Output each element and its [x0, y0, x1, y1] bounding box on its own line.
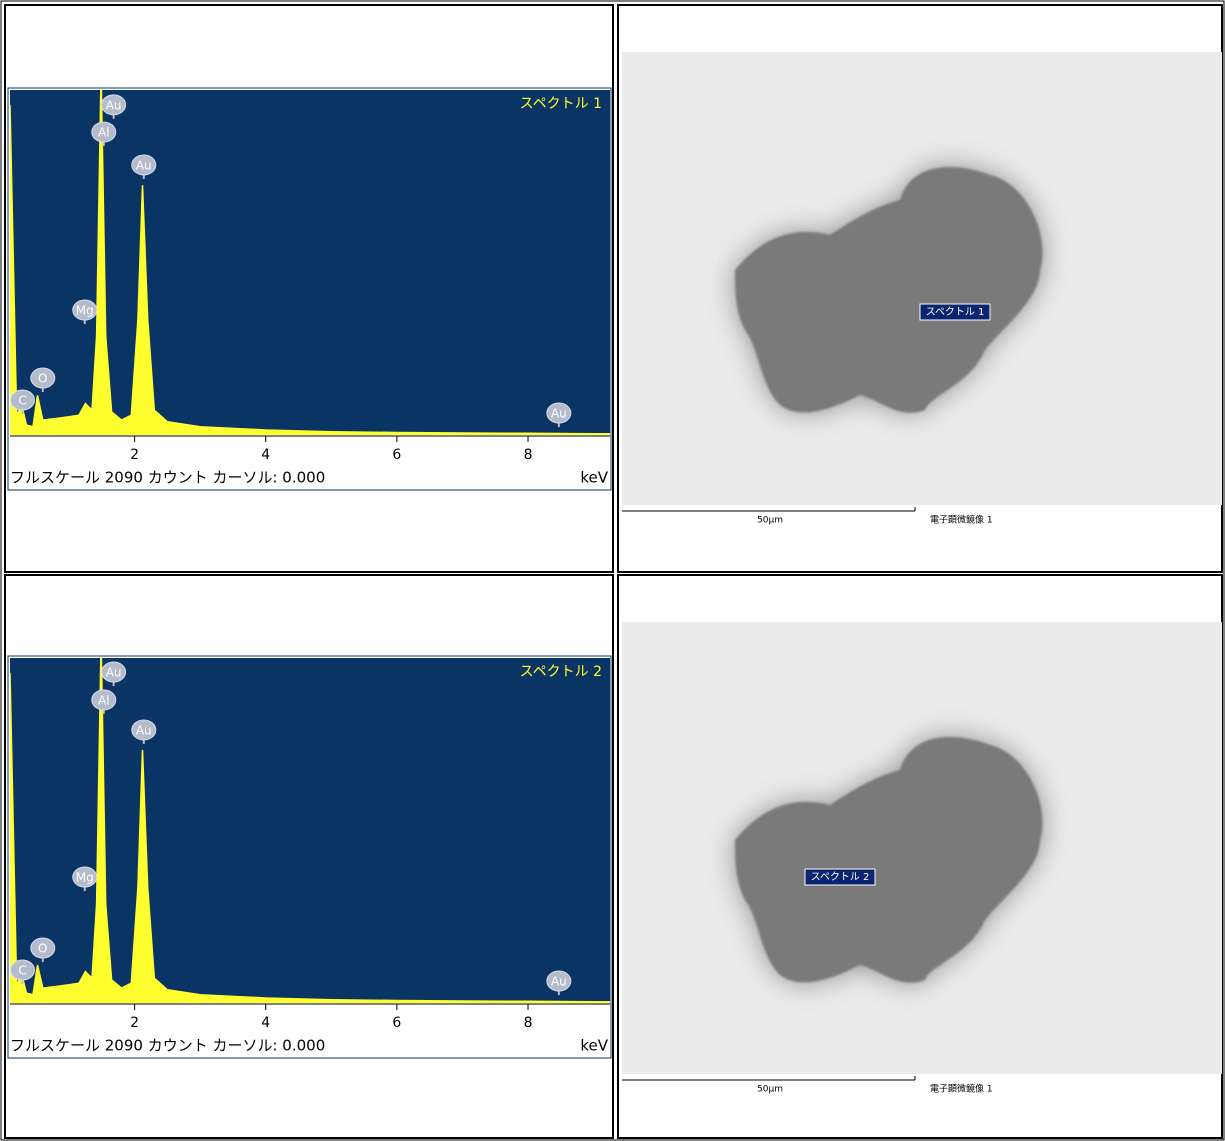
peak-label: Au [546, 970, 572, 996]
x-tick-label: 6 [392, 447, 401, 463]
plot-area [10, 658, 610, 1003]
peak-text: C [18, 394, 26, 408]
sem-image [622, 52, 1222, 512]
peak-bubble [131, 154, 157, 176]
plot [10, 658, 610, 1003]
sem-image [622, 622, 1222, 1081]
peak-label: O [30, 367, 56, 393]
x-tick-label: 4 [261, 1015, 270, 1031]
chart-title: スペクトル 2 [520, 664, 602, 680]
x-tick-label: 2 [130, 447, 139, 463]
peak-bubble [30, 367, 56, 389]
peak-text: Al [98, 693, 110, 707]
peak-label: O [30, 937, 56, 963]
x-tick-label: 8 [524, 447, 533, 463]
peak-label: Al [91, 121, 117, 147]
image-caption: 電子顕微鏡像 1 [930, 514, 993, 526]
peak-bubble [72, 866, 98, 888]
peak-text: Au [106, 98, 122, 112]
x-tick-label: 8 [524, 1015, 533, 1031]
peak-bubble [131, 719, 157, 741]
peak-label: Al [91, 689, 117, 714]
peak-text: Au [551, 975, 567, 989]
peak-text: Au [551, 407, 567, 421]
scale-label: 50μm [757, 1085, 783, 1095]
peak-text: Mg [76, 304, 94, 318]
peak-bubble [101, 94, 127, 116]
peak-label: Au [101, 661, 127, 687]
peak-text: Al [98, 126, 110, 140]
x-tick-label: 2 [130, 1015, 139, 1031]
peak-label: Mg [72, 299, 98, 325]
footer: フルスケール 2090 カウント カーソル: 0.000 [10, 1037, 325, 1055]
x-axis-label: keV [580, 1037, 608, 1055]
peak-label: C [9, 959, 35, 984]
spectrum-label: スペクトル 1 [926, 306, 985, 318]
peak-text: O [38, 372, 47, 386]
x-tick-label: 4 [261, 447, 270, 463]
peak-label: Au [131, 719, 157, 744]
x-tick-label: 6 [392, 1015, 401, 1031]
spectrum [10, 658, 610, 1003]
peak-bubble [546, 970, 572, 992]
peak-bubble [72, 299, 98, 321]
peak-bubble [101, 661, 127, 683]
peak-label: C [9, 389, 35, 415]
peak-bubble [30, 937, 56, 959]
spectrum [10, 90, 610, 435]
peak-text: Au [106, 666, 122, 680]
peak-label: Mg [72, 866, 98, 892]
spectrum-label: スペクトル 2 [811, 871, 870, 883]
image-caption: 電子顕微鏡像 1 [930, 1083, 993, 1095]
footer: フルスケール 2090 カウント カーソル: 0.000 [10, 469, 325, 487]
peak-text: C [18, 963, 26, 977]
scale-label: 50μm [757, 516, 783, 526]
peak-bubble [9, 959, 35, 981]
peak-bubble [9, 389, 35, 411]
peak-text: O [38, 942, 47, 956]
peak-text: Mg [76, 871, 94, 885]
peak-text: Au [136, 723, 152, 737]
plot-area [10, 90, 610, 435]
peak-bubble [91, 689, 117, 711]
peak-bubble [546, 402, 572, 424]
peak-label: Au [101, 94, 127, 119]
peak-label: Au [546, 402, 572, 428]
peak-label: Au [131, 154, 157, 179]
chart-title: スペクトル 1 [520, 96, 602, 112]
plot [10, 90, 610, 435]
x-axis-label: keV [580, 469, 608, 487]
peak-bubble [91, 121, 117, 143]
peak-text: Au [136, 158, 152, 172]
